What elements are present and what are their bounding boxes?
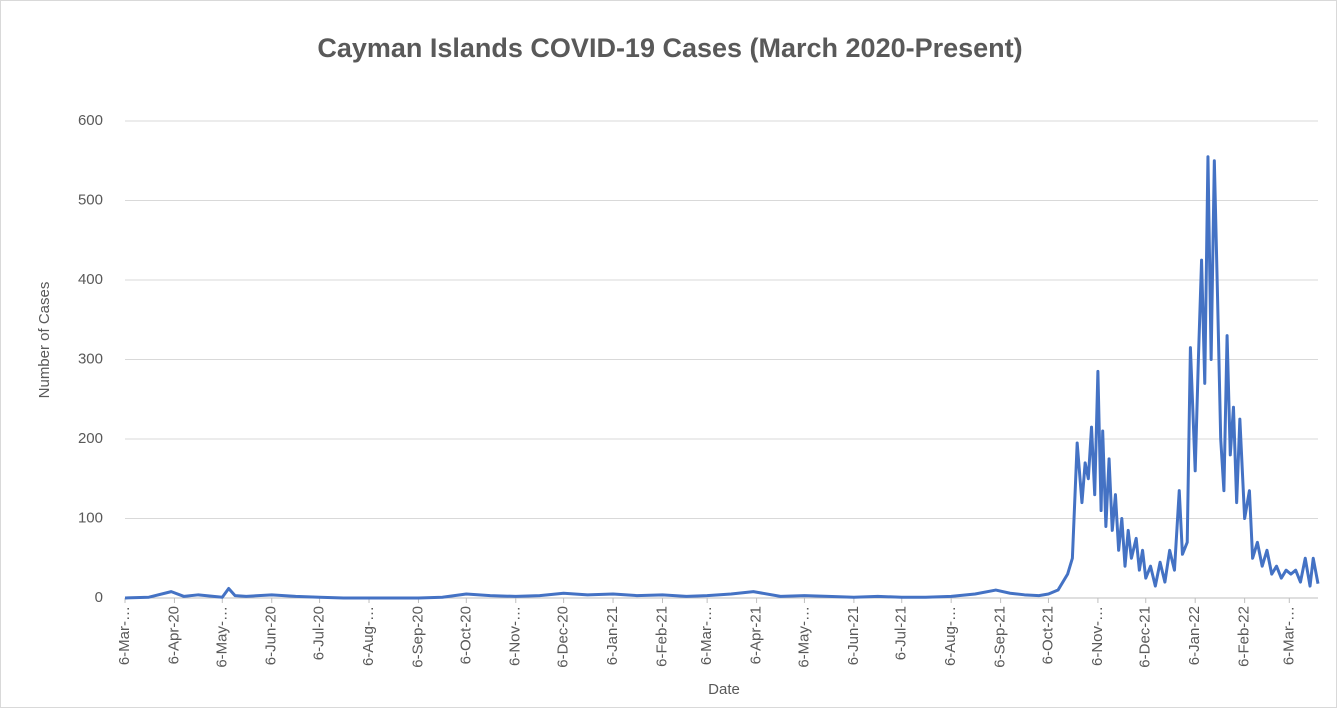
y-axis-title: Number of Cases xyxy=(36,282,53,399)
x-tick-label: 6-Jul-20 xyxy=(311,606,328,660)
y-tick-label: 400 xyxy=(78,271,103,288)
x-tick-label: 6-Feb-22 xyxy=(1236,606,1253,667)
x-tick-label: 6-Nov-… xyxy=(1089,606,1106,666)
x-tick-label: 6-Mar-… xyxy=(1280,606,1297,665)
x-tick-label: 6-Oct-20 xyxy=(457,606,474,664)
x-tick-label: 6-Apr-21 xyxy=(748,606,765,664)
y-tick-label: 200 xyxy=(78,430,103,447)
y-tick-label: 100 xyxy=(78,509,103,526)
x-tick-label: 6-Sep-20 xyxy=(409,606,426,668)
x-tick-label: 6-Jul-21 xyxy=(893,606,910,660)
x-tick-label: 6-May-… xyxy=(795,606,812,668)
x-tick-label: 6-Jan-21 xyxy=(604,606,621,665)
x-tick-label: 6-Aug-… xyxy=(942,606,959,666)
x-tick-label: 6-Dec-21 xyxy=(1137,606,1154,668)
x-tick-label: 6-Aug-… xyxy=(360,606,377,666)
x-tick-label: 6-Feb-21 xyxy=(653,606,670,667)
x-tick-label: 6-May-… xyxy=(213,606,230,668)
x-tick-label: 6-Oct-21 xyxy=(1039,606,1056,664)
x-tick-label: 6-Jan-22 xyxy=(1186,606,1203,665)
x-axis-title: Date xyxy=(708,681,740,698)
x-tick-label: 6-Mar-… xyxy=(698,606,715,665)
x-tick-label: 6-Sep-21 xyxy=(992,606,1009,668)
x-tick-label: 6-Nov-… xyxy=(507,606,524,666)
y-tick-label: 0 xyxy=(95,589,103,606)
x-tick-label: 6-Jun-20 xyxy=(263,606,280,665)
x-tick-label: 6-Apr-20 xyxy=(165,606,182,664)
chart-title: Cayman Islands COVID-19 Cases (March 202… xyxy=(317,33,1022,63)
data-line xyxy=(124,155,1320,600)
x-tick-label: 6-Jun-21 xyxy=(845,606,862,665)
y-tick-label: 600 xyxy=(78,112,103,129)
x-tick-label: 6-Mar-… xyxy=(116,606,133,665)
y-tick-label: 300 xyxy=(78,350,103,367)
y-tick-label: 500 xyxy=(78,191,103,208)
x-tick-label: 6-Dec-20 xyxy=(555,606,572,668)
